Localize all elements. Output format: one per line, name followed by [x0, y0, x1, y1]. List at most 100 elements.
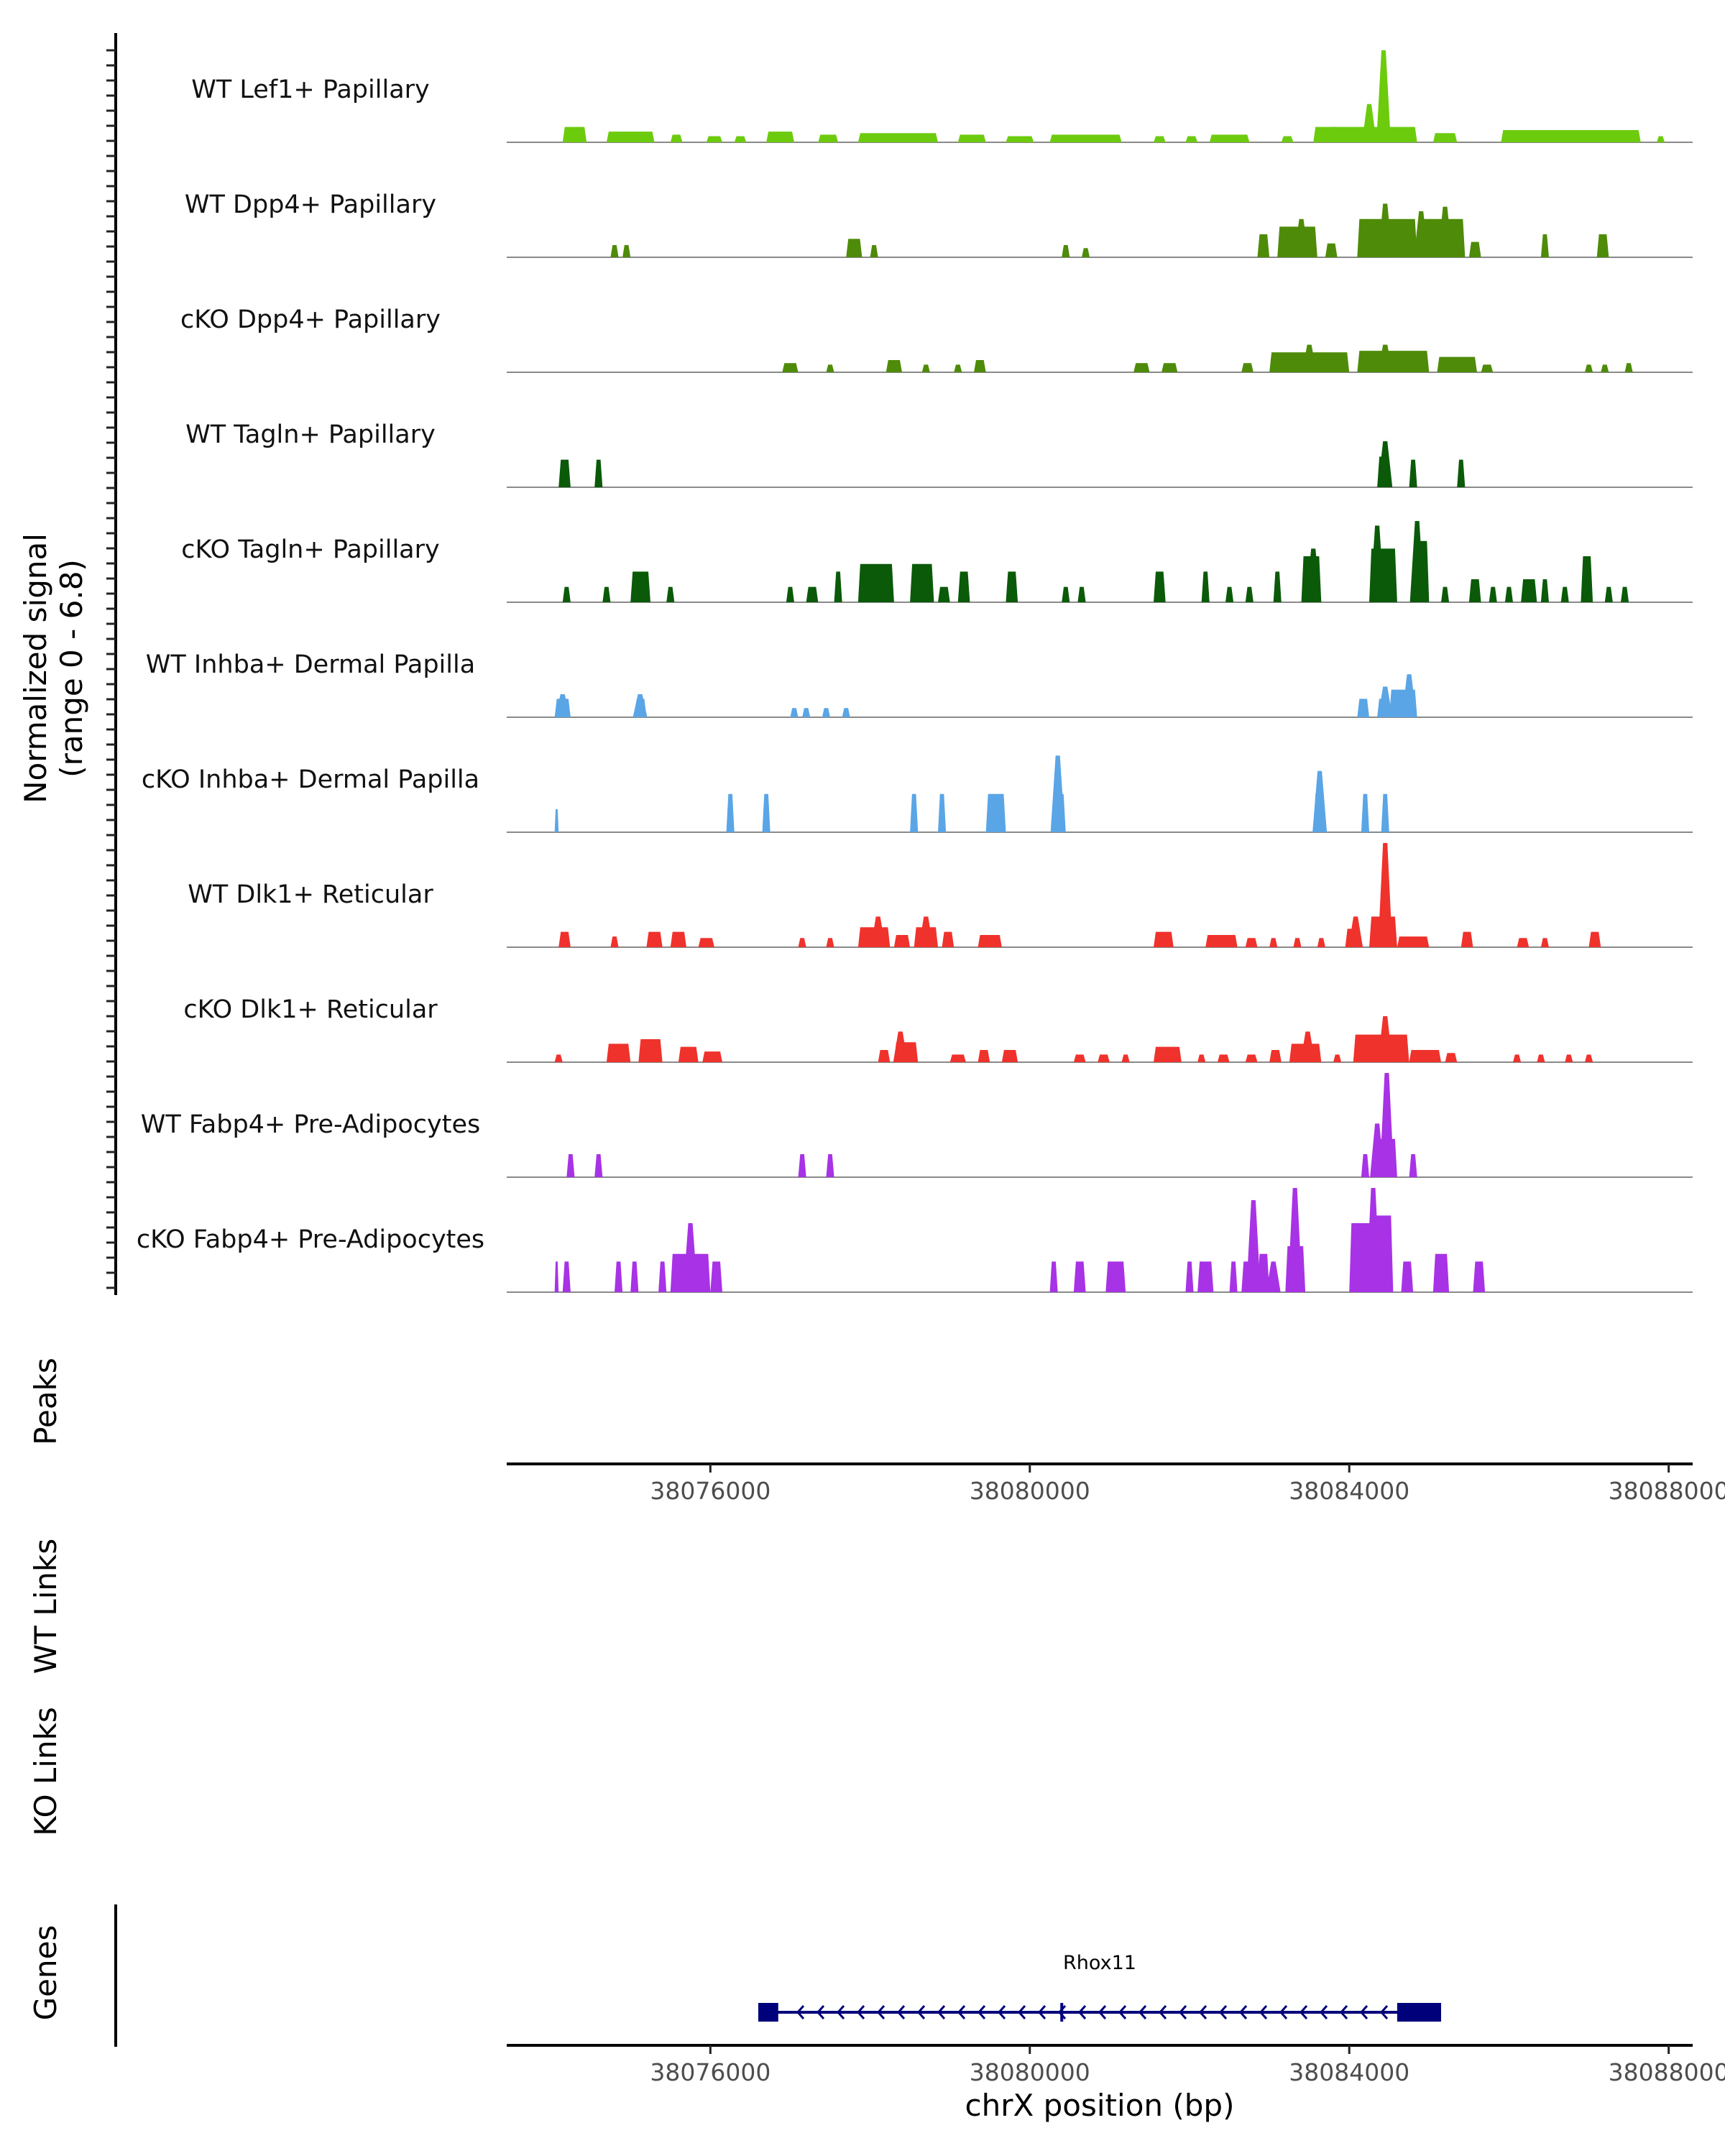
- strand-arrow: [1178, 2005, 1187, 2019]
- signal-block: [1537, 1054, 1545, 1062]
- signal-block: [942, 931, 954, 947]
- signal-peak: [1378, 441, 1393, 487]
- signal-peak: [1378, 203, 1393, 257]
- signal-peak: [1294, 218, 1309, 257]
- track: WT Lef1+ Papillary: [191, 50, 1693, 143]
- signal-peak: [1370, 1123, 1385, 1177]
- signal-block: [562, 586, 571, 602]
- signal-block: [1062, 586, 1070, 602]
- side-label: KO Links: [28, 1707, 63, 1836]
- signal-block: [1460, 931, 1473, 947]
- signal-peak: [632, 694, 648, 717]
- signal-peak: [1370, 525, 1385, 602]
- strand-arrow: [1198, 2005, 1208, 2019]
- signal-peak: [1378, 1016, 1393, 1062]
- signal-block: [1269, 938, 1278, 947]
- x-tick-label: 38084000: [1289, 1477, 1409, 1505]
- signal-block: [782, 363, 799, 372]
- signal-block: [1049, 134, 1122, 142]
- signal-peak: [1378, 843, 1393, 947]
- track-label: cKO Fabp4+ Pre-Adipocytes: [137, 1225, 484, 1254]
- x-axis-label: chrX position (bp): [965, 2088, 1235, 2123]
- signal-block: [954, 364, 962, 372]
- signal-peak: [870, 916, 886, 947]
- signal-block: [1154, 1046, 1182, 1062]
- signal-block: [938, 793, 947, 832]
- signal-block: [857, 133, 938, 142]
- track: cKO Tagln+ Papillary: [181, 520, 1693, 603]
- coverage-tracks: WT Lef1+ Papillary WT Dpp4+ Papillary cKO …: [137, 50, 1693, 1293]
- signal-block: [1624, 363, 1633, 372]
- signal-block: [985, 793, 1006, 832]
- signal-block: [1325, 243, 1338, 257]
- strand-arrow: [1319, 2005, 1328, 2019]
- signal-peak: [683, 1223, 698, 1292]
- signal-block: [1133, 363, 1150, 372]
- signal-block: [1585, 364, 1593, 372]
- signal-peak: [1378, 686, 1393, 717]
- strand-arrow: [957, 2005, 966, 2019]
- y-axis-label-line1: Normalized signal: [18, 533, 53, 803]
- signal-block: [710, 1261, 722, 1292]
- signal-block: [1521, 579, 1537, 602]
- signal-block: [1062, 244, 1070, 257]
- signal-block: [826, 1154, 834, 1177]
- signal-block: [1432, 133, 1458, 142]
- signal-block: [1357, 351, 1430, 372]
- signal-block: [1197, 1054, 1206, 1062]
- signal-block: [1154, 136, 1166, 142]
- signal-block: [594, 459, 603, 487]
- signal-block: [1481, 364, 1494, 372]
- signal-block: [1121, 1054, 1130, 1062]
- signal-peak: [1306, 548, 1321, 602]
- signal-peak: [1312, 770, 1328, 832]
- signal-block: [910, 563, 934, 602]
- signal-block: [1293, 938, 1302, 947]
- signal-block: [1445, 1053, 1458, 1062]
- signal-block: [646, 931, 663, 947]
- signal-block: [802, 708, 811, 717]
- signal-block: [566, 1154, 575, 1177]
- signal-block: [1504, 586, 1513, 602]
- strand-arrow: [1379, 2005, 1389, 2019]
- signal-block: [834, 571, 842, 602]
- track-label: WT Dpp4+ Papillary: [185, 190, 436, 219]
- track: cKO Inhba+ Dermal Papilla: [142, 755, 1693, 833]
- x-tick-label: 38076000: [650, 2058, 770, 2086]
- strand-arrow: [1359, 2005, 1368, 2019]
- x-tick-label: 38084000: [1289, 2058, 1409, 2086]
- signal-block: [638, 1039, 663, 1062]
- signal-block: [1201, 571, 1210, 602]
- signal-peak: [1378, 344, 1393, 372]
- signal-block: [1585, 1054, 1593, 1062]
- signal-block: [1257, 234, 1270, 257]
- track-label: WT Dlk1+ Reticular: [188, 880, 433, 909]
- signal-block: [766, 132, 794, 142]
- signal-block: [762, 793, 770, 832]
- signal-block: [1361, 793, 1369, 832]
- strand-arrow: [1138, 2005, 1147, 2019]
- signal-block: [921, 364, 930, 372]
- signal-block: [1154, 571, 1166, 602]
- signal-y-axis: [106, 33, 117, 1295]
- signal-peak: [1379, 1073, 1394, 1177]
- signal-block: [798, 1154, 806, 1177]
- signal-block: [554, 1261, 559, 1292]
- signal-block: [1468, 241, 1481, 257]
- signal-block: [1437, 356, 1477, 372]
- track-label: cKO Dlk1+ Reticular: [183, 995, 438, 1024]
- signal-block: [734, 136, 747, 142]
- strand-arrow: [1238, 2005, 1248, 2019]
- signal-block: [1517, 938, 1530, 947]
- signal-peak: [919, 916, 934, 947]
- signal-block: [1269, 1049, 1282, 1062]
- strand-arrow: [856, 2005, 865, 2019]
- signal-block: [1601, 364, 1609, 372]
- signal-block: [562, 126, 587, 142]
- signal-block: [606, 132, 655, 142]
- signal-block: [818, 134, 839, 142]
- track: cKO Dpp4+ Papillary: [180, 305, 1693, 373]
- strand-arrow: [916, 2005, 926, 2019]
- strand-arrow: [796, 2005, 805, 2019]
